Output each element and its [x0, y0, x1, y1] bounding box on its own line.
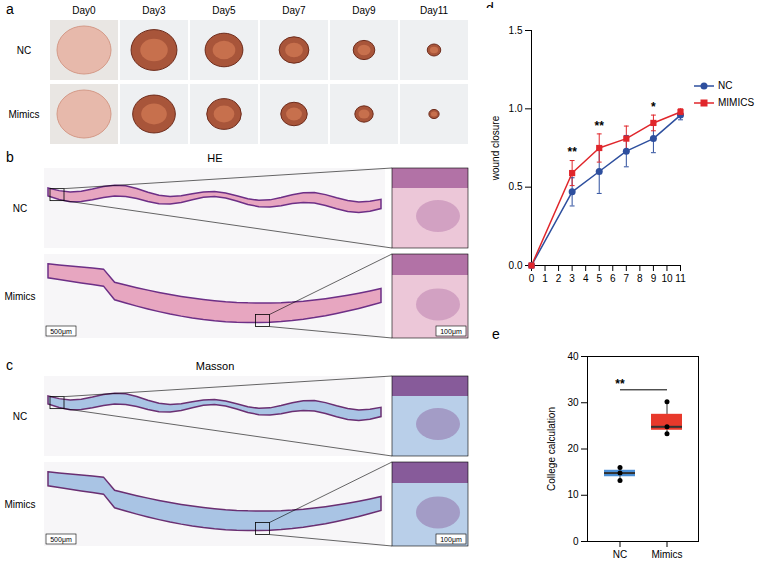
svg-text:5: 5 — [596, 273, 602, 284]
html-text:d: d — [486, 0, 494, 16]
svg-text:College calculation: College calculation — [546, 407, 557, 491]
svg-text:500μm: 500μm — [50, 328, 72, 336]
svg-text:2: 2 — [556, 273, 562, 284]
svg-text:Mimics: Mimics — [8, 109, 39, 120]
svg-text:6: 6 — [610, 273, 616, 284]
svg-text:**: ** — [595, 119, 605, 133]
svg-text:Day9: Day9 — [352, 5, 376, 16]
svg-text:0.0: 0.0 — [509, 260, 523, 271]
svg-text:NC: NC — [613, 549, 627, 560]
svg-text:1: 1 — [542, 273, 548, 284]
svg-text:Day3: Day3 — [142, 5, 166, 16]
html-text:MIMICS: MIMICS — [718, 97, 755, 108]
svg-text:1.5: 1.5 — [509, 25, 523, 36]
svg-text:100μm: 100μm — [440, 536, 462, 544]
html-text:NC: NC — [718, 80, 733, 91]
svg-text:4: 4 — [583, 273, 589, 284]
svg-text:Mimics: Mimics — [4, 291, 35, 302]
svg-text:0.5: 0.5 — [509, 181, 523, 192]
svg-text:HE: HE — [207, 152, 222, 164]
svg-text:10: 10 — [567, 489, 579, 500]
svg-text:**: ** — [567, 145, 577, 159]
svg-text:500μm: 500μm — [50, 536, 72, 544]
svg-text:30: 30 — [567, 397, 579, 408]
svg-text:Day7: Day7 — [282, 5, 306, 16]
svg-text:NC: NC — [17, 45, 31, 56]
svg-text:11: 11 — [675, 273, 686, 284]
svg-text:c: c — [6, 357, 13, 373]
svg-text:10: 10 — [661, 273, 673, 284]
svg-text:wound closure: wound closure — [490, 115, 501, 181]
svg-text:3: 3 — [569, 273, 575, 284]
svg-text:0: 0 — [573, 536, 579, 547]
svg-text:1.0: 1.0 — [509, 103, 523, 114]
svg-text:NC: NC — [13, 411, 27, 422]
svg-text:40: 40 — [567, 351, 579, 362]
svg-text:Day5: Day5 — [212, 5, 236, 16]
svg-text:7: 7 — [624, 273, 630, 284]
svg-text:b: b — [6, 149, 14, 165]
svg-text:Day0: Day0 — [72, 5, 96, 16]
svg-text:Day11: Day11 — [420, 5, 449, 16]
svg-text:*: * — [651, 100, 656, 114]
svg-text:Mimics: Mimics — [651, 549, 682, 560]
svg-text:Masson: Masson — [196, 360, 235, 372]
svg-text:20: 20 — [567, 443, 579, 454]
svg-text:Mimics: Mimics — [4, 499, 35, 510]
svg-text:a: a — [6, 1, 14, 17]
svg-text:9: 9 — [651, 273, 657, 284]
svg-text:8: 8 — [637, 273, 643, 284]
svg-text:**: ** — [615, 377, 625, 391]
html-text:e: e — [492, 326, 500, 342]
svg-text:100μm: 100μm — [440, 328, 462, 336]
svg-text:NC: NC — [13, 203, 27, 214]
svg-text:0: 0 — [529, 273, 535, 284]
